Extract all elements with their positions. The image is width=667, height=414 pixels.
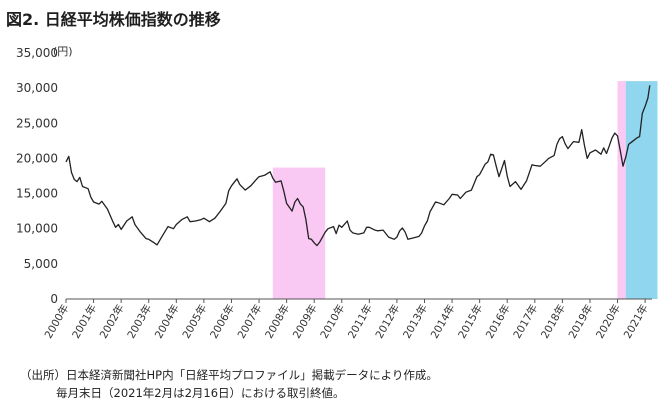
x-tick-label: 2002年 xyxy=(97,302,127,341)
x-tick-label: 2014年 xyxy=(428,302,458,341)
x-tick-label: 2012年 xyxy=(373,302,403,341)
x-tick-label: 2011年 xyxy=(345,302,375,341)
x-tick-label: 2006年 xyxy=(207,302,237,341)
x-tick-label: 2021年 xyxy=(621,302,651,341)
x-tick-label: 2009年 xyxy=(290,302,320,341)
x-tick-label: 2005年 xyxy=(180,302,210,341)
x-tick-label: 2013年 xyxy=(400,302,430,341)
shaded-period-2 xyxy=(617,81,626,299)
x-tick-label: 2016年 xyxy=(483,302,513,341)
series-line-1 xyxy=(65,85,651,247)
x-tick-label: 2004年 xyxy=(152,302,182,341)
y-tick-label: 25,000 xyxy=(16,116,58,130)
source-note: （出所）日本経済新聞社HP内「日経平均プロファイル」掲載データにより作成。 毎月… xyxy=(20,366,438,402)
x-tick-label: 2017年 xyxy=(511,302,541,341)
source-line-2: 毎月末日（2021年2月は2月16日）における取引終値。 xyxy=(56,386,345,400)
y-tick-label: 15,000 xyxy=(16,187,58,201)
y-tick-label: 10,000 xyxy=(16,222,58,236)
y-tick-label: 5,000 xyxy=(24,257,58,271)
source-line-1: （出所）日本経済新聞社HP内「日経平均プロファイル」掲載データにより作成。 xyxy=(20,368,438,382)
x-tick-label: 2008年 xyxy=(262,302,292,341)
y-tick-label: 35,000 xyxy=(16,46,58,60)
x-tick-label: 2020年 xyxy=(593,302,623,341)
x-tick-label: 2007年 xyxy=(235,302,265,341)
y-tick-label: 30,000 xyxy=(16,81,58,95)
x-tick-label: 2015年 xyxy=(455,302,485,341)
x-tick-label: 2003年 xyxy=(124,302,154,341)
x-tick-label: 2018年 xyxy=(538,302,568,341)
x-tick-label: 2010年 xyxy=(317,302,347,341)
x-tick-label: 2001年 xyxy=(69,302,99,341)
y-tick-label: 20,000 xyxy=(16,151,58,165)
y-axis-unit: (円) xyxy=(53,45,73,58)
x-tick-label: 2019年 xyxy=(566,302,596,341)
shaded-period-1 xyxy=(272,167,326,299)
chart-title: 図2. 日経平均株価指数の推移 xyxy=(6,10,221,29)
y-tick-label: 0 xyxy=(50,292,58,306)
x-tick-label: 2000年 xyxy=(42,302,72,341)
